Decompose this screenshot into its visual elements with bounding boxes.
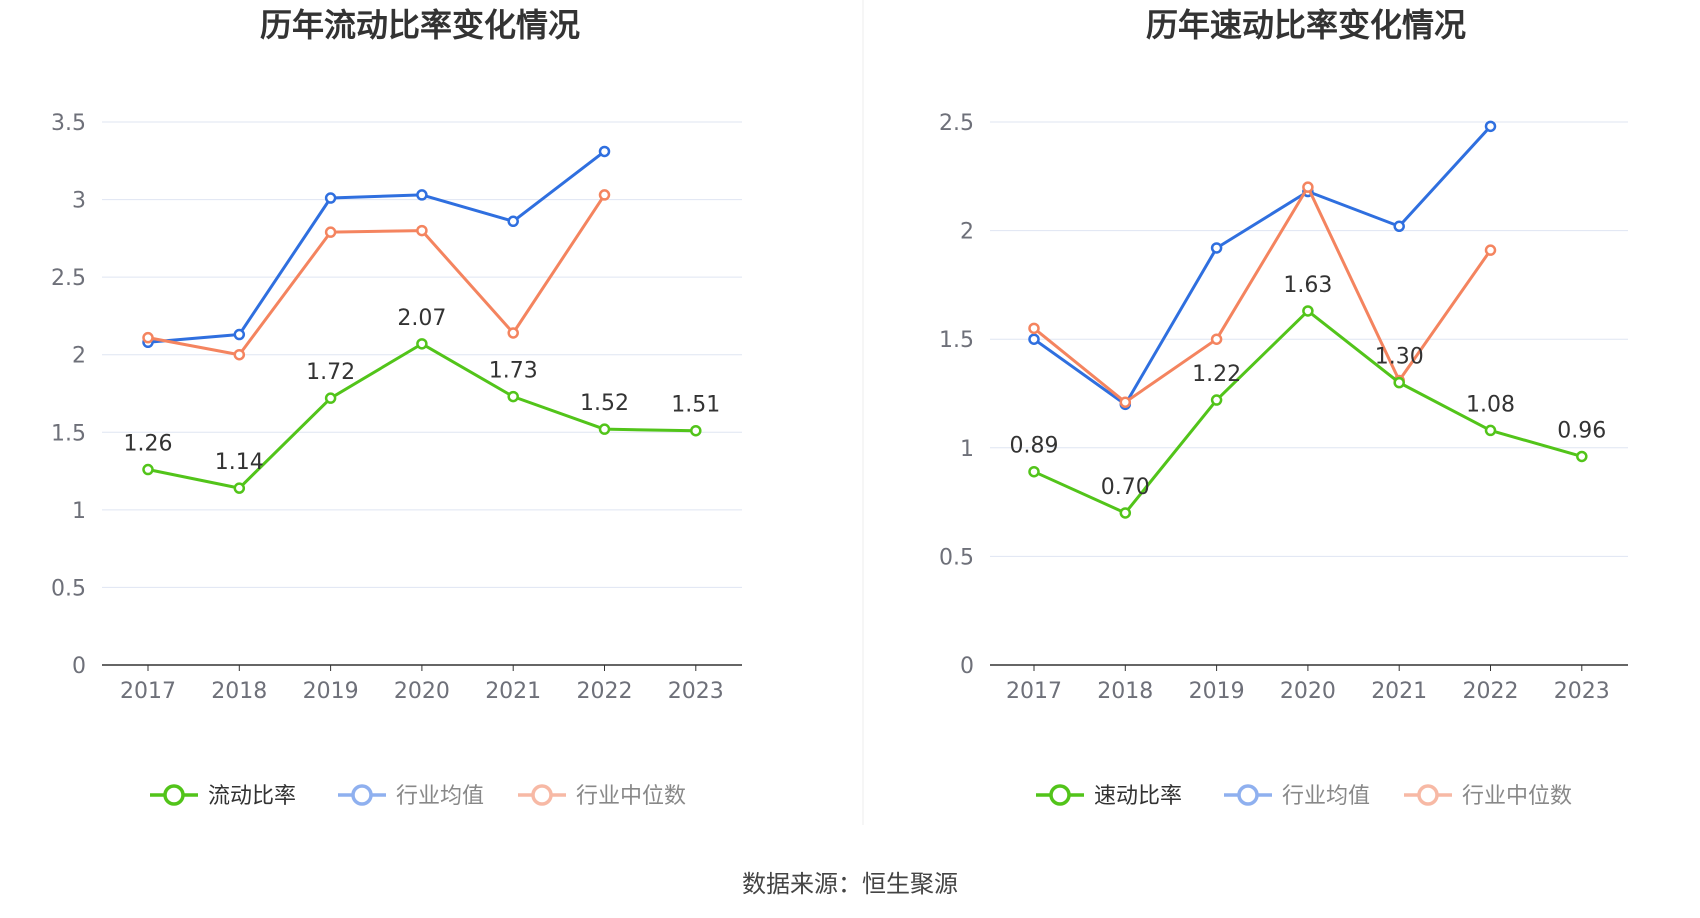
x-tick-label: 2023 — [668, 679, 724, 704]
data-point-main — [1302, 305, 1314, 317]
data-point-median — [1028, 322, 1040, 335]
data-label: 1.14 — [215, 450, 264, 475]
data-label: 1.22 — [1192, 362, 1241, 387]
quick-ratio-chart: 历年速动比率变化情况 0 0.5 1 1.5 2 2.5 2017 2018 2019 2020 20… — [939, 6, 1628, 809]
x-tick-label: 2023 — [1554, 679, 1610, 704]
x-tick-label: 2020 — [394, 679, 450, 704]
data-point-main — [1484, 424, 1497, 437]
y-tick-label: 2.5 — [939, 111, 974, 136]
data-point-main — [233, 482, 246, 494]
y-tick-label: 1 — [72, 499, 86, 524]
data-point-avg — [1028, 333, 1040, 345]
series-line-avg — [1033, 125, 1492, 406]
data-point-main — [598, 423, 611, 435]
data-point-avg — [1484, 120, 1497, 133]
legend-marker-main — [163, 784, 185, 806]
data-label: 0.89 — [1010, 434, 1059, 459]
data-label: 1.08 — [1466, 392, 1515, 417]
y-tick-label: 1 — [960, 437, 974, 462]
data-point-median — [416, 224, 428, 237]
legend-marker-avg — [351, 784, 373, 806]
legend-label: 流动比率 — [208, 784, 296, 809]
data-point-avg — [598, 145, 611, 158]
legend-marker-median — [531, 784, 553, 806]
data-point-median — [1210, 333, 1223, 345]
legend-label: 行业均值 — [1282, 784, 1370, 809]
data-point-median — [1302, 181, 1314, 193]
data-label: 1.72 — [306, 360, 355, 385]
x-tick-label: 2018 — [1097, 679, 1153, 704]
data-point-median — [233, 348, 246, 361]
legend-marker-median — [1417, 784, 1439, 806]
x-tick-label: 2019 — [303, 679, 359, 704]
data-point-avg — [416, 189, 428, 201]
y-tick-label: 1.5 — [939, 328, 974, 353]
data-point-avg — [507, 215, 519, 228]
legend-label: 速动比率 — [1094, 784, 1182, 809]
data-label: 1.52 — [580, 391, 629, 416]
data-point-avg — [1210, 242, 1223, 254]
data-point-median — [1119, 396, 1132, 408]
data-point-main — [416, 338, 428, 350]
data-point-main — [1393, 376, 1405, 389]
data-point-main — [1210, 394, 1223, 406]
x-tick-label: 2021 — [485, 679, 541, 704]
data-point-median — [598, 189, 611, 201]
y-tick-label: 1.5 — [51, 421, 86, 446]
y-tick-label: 0 — [72, 654, 86, 679]
data-label: 1.51 — [671, 393, 720, 418]
data-point-median — [507, 327, 519, 339]
legend-label: 行业中位数 — [1462, 784, 1572, 809]
data-point-main — [507, 390, 519, 403]
y-tick-label: 2 — [960, 220, 974, 245]
x-tick-label: 2021 — [1371, 679, 1427, 704]
data-point-main — [1028, 465, 1040, 478]
data-label: 0.70 — [1101, 475, 1150, 500]
data-point-avg — [324, 192, 337, 204]
data-label: 1.30 — [1375, 345, 1424, 370]
legend-label: 行业均值 — [396, 784, 484, 809]
data-label: 0.96 — [1557, 418, 1606, 443]
legend-label: 行业中位数 — [576, 784, 686, 809]
series-line-avg — [147, 150, 606, 344]
x-tick-label: 2022 — [577, 679, 633, 704]
x-tick-label: 2020 — [1280, 679, 1336, 704]
series-line-median — [147, 194, 606, 357]
y-tick-label: 0.5 — [51, 576, 86, 601]
series-line-median — [1033, 185, 1492, 404]
data-point-main — [324, 392, 337, 404]
x-tick-label: 2017 — [1006, 679, 1062, 704]
data-label: 2.07 — [397, 306, 446, 331]
x-tick-label: 2022 — [1463, 679, 1519, 704]
data-label: 1.26 — [124, 432, 173, 457]
y-tick-label: 2 — [72, 344, 86, 369]
legend-marker-avg — [1237, 784, 1259, 806]
data-point-median — [142, 331, 154, 344]
x-tick-label: 2019 — [1189, 679, 1245, 704]
y-tick-label: 3 — [72, 189, 86, 214]
x-tick-label: 2018 — [211, 679, 267, 704]
data-point-median — [324, 226, 337, 238]
data-label: 1.73 — [489, 359, 538, 384]
data-label: 1.63 — [1283, 273, 1332, 298]
data-point-main — [1119, 507, 1132, 519]
data-point-avg — [1393, 220, 1405, 233]
y-tick-label: 0 — [960, 654, 974, 679]
y-tick-label: 2.5 — [51, 266, 86, 291]
y-tick-label: 3.5 — [51, 111, 86, 136]
data-point-main — [690, 424, 702, 437]
y-tick-label: 0.5 — [939, 545, 974, 570]
data-point-main — [142, 463, 154, 476]
data-point-median — [1484, 244, 1497, 256]
data-point-main — [1576, 450, 1588, 463]
x-tick-label: 2017 — [120, 679, 176, 704]
chart-title: 历年速动比率变化情况 — [1146, 6, 1466, 44]
legend-marker-main — [1049, 784, 1071, 806]
source-note: 数据来源：恒生聚源 — [742, 870, 958, 898]
chart-title: 历年流动比率变化情况 — [260, 6, 580, 44]
data-point-avg — [233, 328, 246, 341]
